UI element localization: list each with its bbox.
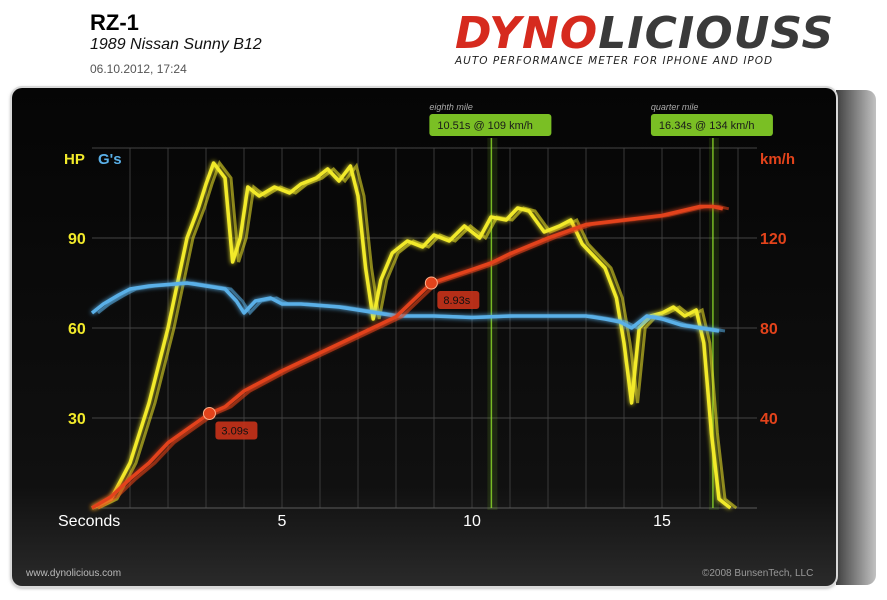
x-tick-label: 10	[463, 513, 481, 530]
series-hp-line	[91, 161, 732, 510]
distance-marker-name: quarter mile	[651, 102, 699, 112]
car-model: 1989 Nissan Sunny B12	[90, 36, 262, 53]
y-tick-label-left: 60	[68, 321, 86, 338]
logo-wordmark: DYNOLICIOUSS	[455, 8, 835, 59]
distance-marker-band	[708, 138, 719, 510]
series-g-s-line	[90, 281, 720, 333]
y-axis-label-hp: HP	[64, 151, 85, 168]
time-marker-box	[215, 421, 258, 440]
time-marker-dot	[424, 276, 438, 290]
time-marker-dot	[202, 407, 216, 420]
distance-marker-label: 10.51s @ 109 km/h	[437, 120, 533, 132]
dynolicious-logo: DYNOLICIOUSS AUTO PERFORMANCE METER FOR …	[455, 8, 870, 72]
x-tick-label: 15	[653, 513, 671, 530]
time-marker-label: 3.09s	[221, 426, 248, 438]
distance-marker-band	[487, 138, 498, 510]
y-tick-label-left: 90	[68, 231, 86, 248]
distance-marker-box	[429, 114, 552, 136]
panel-edge-shadow	[836, 90, 876, 585]
run-date: 06.10.2012, 17:24	[90, 62, 187, 76]
series-km-h-line	[91, 204, 724, 510]
distance-marker-label: 16.34s @ 134 km/h	[659, 120, 755, 132]
x-axis-label: Seconds	[58, 513, 120, 530]
distance-marker-box	[650, 114, 773, 136]
chart-panel: eighth mile 10.51s @ 109 km/h quarter mile…	[12, 88, 836, 586]
car-name: RZ-1	[90, 10, 139, 35]
y-tick-label-right: 120	[760, 231, 787, 248]
footer-website[interactable]: www.dynolicious.com	[26, 568, 122, 579]
y-axis-label-kmh: km/h	[760, 151, 795, 168]
y-tick-label-right: 40	[760, 411, 778, 428]
y-tick-label-left: 30	[68, 411, 86, 428]
x-tick-label: 5	[278, 513, 287, 530]
y-tick-label-right: 80	[760, 321, 778, 338]
performance-chart: eighth mile 10.51s @ 109 km/h quarter mile…	[58, 102, 795, 530]
series-km-h-line-echo	[97, 205, 730, 510]
time-marker-label: 8.93s	[443, 295, 470, 307]
distance-marker-name: eighth mile	[429, 102, 473, 112]
logo-tagline: AUTO PERFORMANCE METER FOR IPHONE AND IP…	[455, 55, 774, 67]
footer-copyright: ©2008 BunsenTech, LLC	[702, 568, 814, 579]
time-marker-box	[437, 291, 480, 309]
y-axis-label-gs: G's	[98, 151, 122, 168]
grid	[92, 138, 757, 510]
series-hp-line-echo	[97, 159, 738, 510]
